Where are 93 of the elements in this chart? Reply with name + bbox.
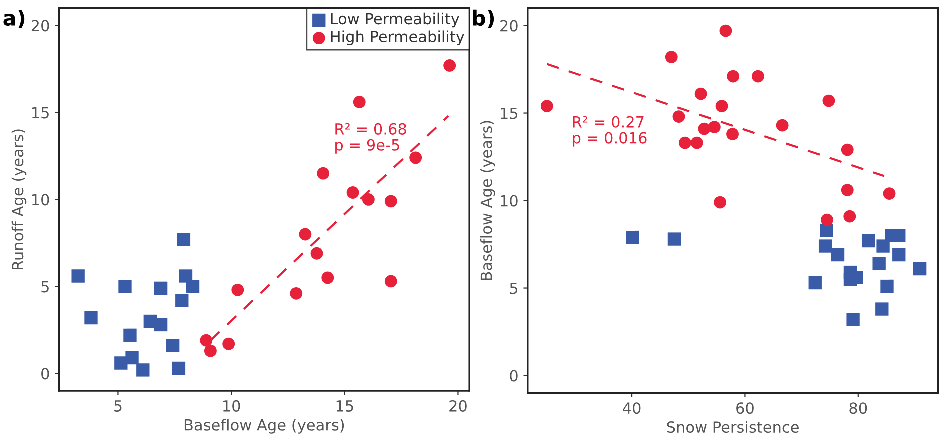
chart-title: b) — [473, 10, 494, 28]
point — [808, 276, 822, 290]
y-tick-label: 5 — [510, 282, 518, 294]
point — [384, 195, 398, 208]
y-axis-title: Baseflow Age (years) — [480, 121, 496, 280]
chart-title: a) — [4, 10, 25, 28]
point — [186, 280, 200, 294]
point — [290, 287, 303, 300]
legend-label: Low Permeability — [331, 12, 460, 28]
point — [820, 224, 834, 238]
point — [626, 230, 640, 244]
point — [362, 193, 375, 206]
point — [862, 234, 876, 248]
point — [679, 136, 692, 150]
point — [913, 262, 927, 276]
point — [776, 119, 789, 132]
point — [200, 334, 213, 347]
point — [822, 94, 836, 108]
point — [353, 96, 366, 108]
point — [694, 88, 708, 100]
point — [172, 362, 186, 376]
point — [821, 214, 834, 226]
point — [118, 280, 132, 294]
point — [154, 318, 168, 332]
point — [232, 284, 244, 296]
point — [892, 248, 906, 262]
x-tick-label: 20 — [450, 400, 467, 412]
point — [880, 280, 894, 294]
x-axis-title: Snow Persistence — [667, 421, 799, 434]
point — [668, 232, 682, 246]
point — [844, 210, 856, 223]
point — [831, 248, 845, 262]
point — [154, 282, 168, 296]
point — [672, 110, 686, 123]
point — [883, 188, 896, 200]
point — [299, 228, 312, 241]
x-tick-label: 5 — [114, 400, 122, 412]
x-tick-label: 10 — [224, 400, 240, 412]
y-tick-label: 15 — [32, 107, 49, 119]
point — [166, 339, 180, 352]
legend-label: High Permeability — [331, 30, 465, 46]
x-tick-label: 60 — [736, 402, 754, 414]
point — [708, 121, 721, 134]
point — [84, 311, 98, 325]
y-tick-label: 0 — [42, 368, 50, 380]
y-tick-label: 20 — [500, 20, 518, 32]
x-tick-label: 80 — [850, 402, 868, 414]
point — [726, 128, 739, 140]
x-tick-label: 15 — [336, 400, 354, 412]
y-tick-label: 10 — [32, 194, 50, 206]
point — [317, 167, 330, 180]
y-tick-label: 5 — [42, 281, 49, 293]
point — [176, 294, 189, 308]
point — [72, 270, 85, 283]
point — [124, 328, 137, 342]
point — [322, 272, 334, 284]
point — [126, 351, 139, 365]
point — [540, 100, 554, 112]
point — [136, 364, 150, 377]
point — [841, 144, 854, 156]
point — [690, 136, 704, 150]
point — [346, 186, 360, 199]
point — [177, 233, 191, 246]
point — [714, 196, 727, 209]
y-axis-title: Runoff Age (years) — [12, 130, 27, 270]
point — [222, 338, 236, 350]
point — [384, 275, 398, 288]
point — [716, 100, 728, 112]
point — [876, 240, 890, 253]
point — [665, 51, 678, 64]
point — [818, 240, 832, 253]
point — [876, 302, 889, 316]
point — [179, 270, 193, 283]
point — [410, 152, 422, 164]
point — [698, 122, 711, 136]
annotation: R² = 0.68 p = 9e-5 — [336, 123, 406, 154]
y-tick-label: 15 — [501, 108, 518, 120]
point — [841, 184, 854, 196]
y-tick-label: 0 — [510, 370, 518, 382]
x-tick-label: 40 — [623, 402, 641, 414]
point — [846, 313, 860, 326]
point — [752, 70, 764, 83]
y-tick-label: 20 — [32, 20, 50, 32]
point — [310, 247, 324, 260]
point — [444, 59, 456, 72]
point — [727, 70, 740, 83]
point — [872, 257, 886, 270]
annotation: R² = 0.27 p = 0.016 — [573, 116, 647, 147]
point — [720, 24, 732, 38]
x-axis-title: Baseflow Age (years) — [184, 419, 344, 434]
y-tick-label: 10 — [501, 195, 518, 207]
point — [204, 344, 217, 358]
point — [892, 229, 906, 242]
